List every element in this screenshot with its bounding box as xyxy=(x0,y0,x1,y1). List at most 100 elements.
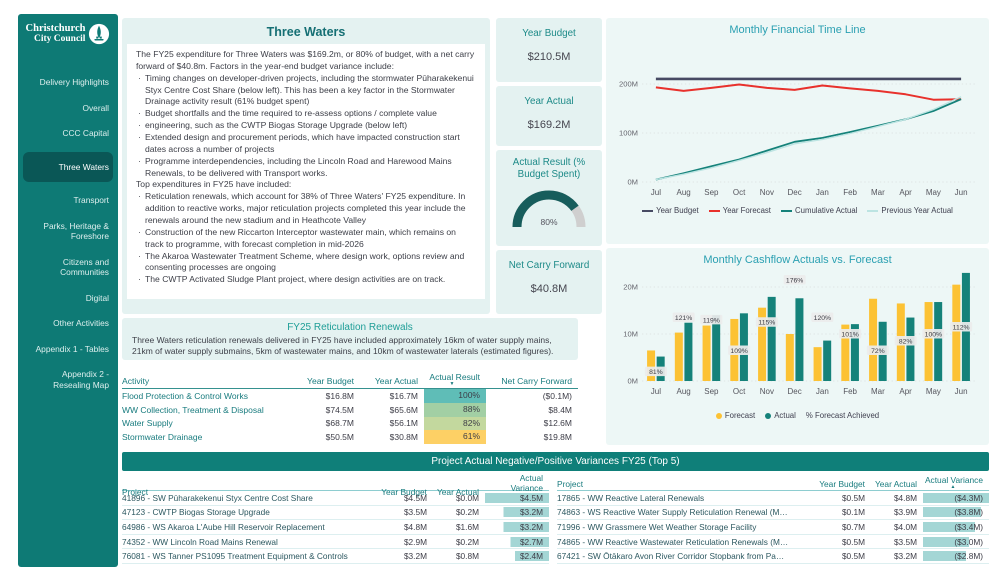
actual-bar-nov xyxy=(767,296,776,381)
year-budget-value: $50.5M xyxy=(325,432,354,443)
header-label: Project xyxy=(557,479,584,489)
legend-item-actual: Actual xyxy=(765,411,796,420)
x-tick-label: Sep xyxy=(704,188,719,197)
page-title: Three Waters xyxy=(266,25,346,39)
kpi-value: $169.2M xyxy=(527,119,571,132)
line-chart-svg: 0M 100M 200M Jul Aug Sep Oct Nov Dec Jan Feb Mar Apr… xyxy=(619,77,975,197)
actual-result-value: 61% xyxy=(424,430,486,445)
x-tick-label: May xyxy=(926,188,941,197)
activity-header-net-carry-forward[interactable]: Net Carry Forward xyxy=(486,376,578,386)
actual-bar-aug xyxy=(684,322,693,381)
year-budget-value: $68.7M xyxy=(325,418,354,429)
project-name: 41896 - SW Pūharakekenui Styx Centre Cos… xyxy=(122,492,313,503)
pct-forecast-achieved-label: 121% xyxy=(675,315,692,322)
x-tick-label: Jan xyxy=(816,188,829,197)
activity-header-year-actual[interactable]: Year Actual xyxy=(360,376,424,386)
legend-line-marker xyxy=(867,209,879,212)
series-year-forecast-line xyxy=(655,83,962,101)
sidebar-item-appendix-1-tables[interactable]: Appendix 1 - Tables xyxy=(35,343,109,354)
activity-name: WW Collection, Treatment & Disposal xyxy=(122,404,264,415)
variance-header-actual-variance[interactable]: Actual Variance ▲ xyxy=(923,475,989,490)
variance-table-header: Project Year Budget Year Actual Actual Vari… xyxy=(122,473,549,498)
forecast-bar-may xyxy=(924,302,933,381)
activity-row: Stormwater Drainage $50.5M $30.8M 61% $19.8M xyxy=(122,430,578,445)
positive-variance-table: Project Year Budget Year Actual Actual Vari… xyxy=(122,473,549,564)
header-label: Year Budget xyxy=(819,479,865,489)
year-actual-value: $0.8M xyxy=(455,551,479,562)
x-tick-label: Jan xyxy=(816,387,829,396)
sidebar-item-appendix-2-resealing-map[interactable]: Appendix 2 - Resealing Map xyxy=(53,369,109,390)
year-budget-value: $4.5M xyxy=(403,492,427,503)
year-budget-value: $3.5M xyxy=(403,507,427,518)
header-label: Year Actual xyxy=(874,479,917,489)
legend-dot-marker xyxy=(715,413,722,419)
project-name: 74865 - WW Reactive Wastewater Reticulat… xyxy=(557,536,789,547)
year-actual-value: $4.0M xyxy=(893,521,917,532)
activity-table-rows: Flood Protection & Control Works $16.8M $1… xyxy=(122,389,578,445)
variance-row: 76081 - WS Tanner PS1095 Treatment Equip… xyxy=(122,549,549,564)
net-carry-forward-value: $12.6M xyxy=(543,418,572,429)
bullet-item: The Akaroa Wastewater Treatment Scheme, … xyxy=(136,251,476,275)
x-tick-label: Dec xyxy=(788,188,802,197)
sidebar-item-delivery-highlights[interactable]: Delivery Highlights xyxy=(39,77,109,87)
legend-item-year-forecast: Year Forecast xyxy=(708,206,771,215)
bar-chart-legend: Forecast Actual % Forecast Achieved xyxy=(606,411,989,420)
actual-variance-value: ($3.0M) xyxy=(923,536,989,547)
sidebar-item-overall[interactable]: Overall xyxy=(82,102,109,113)
y-tick-label: 200M xyxy=(619,80,638,89)
actual-result-value: 88% xyxy=(424,402,486,417)
activity-header-actual-result[interactable]: Actual Result ▼ xyxy=(424,372,486,387)
year-actual-value: $30.8M xyxy=(389,432,418,443)
legend-label: Previous Year Actual xyxy=(881,206,953,215)
x-tick-label: Oct xyxy=(733,188,746,197)
pct-forecast-achieved-label: 115% xyxy=(758,320,775,327)
sidebar-item-parks-heritage-foreshore[interactable]: Parks, Heritage & Foreshore xyxy=(43,220,109,242)
year-budget-value: $4.8M xyxy=(403,521,427,532)
sidebar-item-transport[interactable]: Transport xyxy=(73,195,109,205)
legend-dot-marker xyxy=(765,413,772,419)
pct-label-bg xyxy=(950,321,973,332)
sidebar-item-digital[interactable]: Digital xyxy=(85,292,109,303)
variance-header-year-actual[interactable]: Year Actual xyxy=(871,479,923,489)
sidebar-item-three-waters[interactable]: Three Waters xyxy=(23,151,113,182)
actual-variance-value: ($3.8M) xyxy=(923,507,989,518)
actual-bar-dec xyxy=(795,298,804,381)
header-label: Project xyxy=(122,487,149,497)
reticulation-text: Three Waters reticulation renewals deliv… xyxy=(132,335,554,357)
council-logo-icon xyxy=(89,23,110,45)
variance-header-project[interactable]: Project xyxy=(122,487,375,497)
variance-row: 67421 - SW Ōtākaro Avon River Corridor S… xyxy=(557,549,989,564)
variance-header-year-actual[interactable]: Year Actual xyxy=(433,487,485,497)
year-actual-value: $4.8M xyxy=(893,492,917,503)
x-tick-label: Sep xyxy=(704,387,719,396)
variance-header-project[interactable]: Project xyxy=(557,479,809,489)
sidebar-item-other-activities[interactable]: Other Activities xyxy=(53,318,109,328)
x-tick-label: Feb xyxy=(843,188,857,197)
x-tick-label: Jul xyxy=(651,387,661,396)
line-chart: 0M 100M 200M Jul Aug Sep Oct Nov Dec Jan Feb Mar Apr… xyxy=(606,40,989,205)
activity-header-year-budget[interactable]: Year Budget xyxy=(290,376,360,386)
pct-label-bg xyxy=(700,314,723,325)
bullet-item: Reticulation renewals, which account for… xyxy=(136,191,476,227)
y-tick-label: 10M xyxy=(623,330,638,339)
header-label: Net Carry Forward xyxy=(501,376,572,386)
actual-variance-value: $4.5M xyxy=(485,492,549,503)
variance-row: 71996 - WW Grassmere Wet Weather Storage… xyxy=(557,520,989,535)
bullet-item: Extended design and procurement periods,… xyxy=(136,132,476,156)
variance-header-year-budget[interactable]: Year Budget xyxy=(809,479,871,489)
sidebar-item-ccc-capital[interactable]: CCC Capital xyxy=(62,128,109,138)
header-label: Year Actual xyxy=(374,376,418,386)
pct-label-bg xyxy=(811,312,834,323)
sidebar-item-citizens-and-communities[interactable]: Citizens and Communities xyxy=(60,256,109,278)
variance-row: 41896 - SW Pūharakekenui Styx Centre Cos… xyxy=(122,491,549,506)
header-label: Year Budget xyxy=(307,376,354,386)
actual-result-value: 82% xyxy=(424,416,486,431)
activity-header-activity[interactable]: Activity xyxy=(122,376,290,386)
project-name: 47123 - CWTP Biogas Storage Upgrade xyxy=(122,507,270,518)
net-carry-forward-value: $19.8M xyxy=(543,432,572,443)
year-actual-value: $0.0M xyxy=(455,492,479,503)
activity-table-header: Activity Year Budget Year Actual Actual Res… xyxy=(122,368,578,389)
pct-label-bg xyxy=(839,329,862,339)
variance-header-year-budget[interactable]: Year Budget xyxy=(375,487,433,497)
year-budget-value: $3.2M xyxy=(403,551,427,562)
